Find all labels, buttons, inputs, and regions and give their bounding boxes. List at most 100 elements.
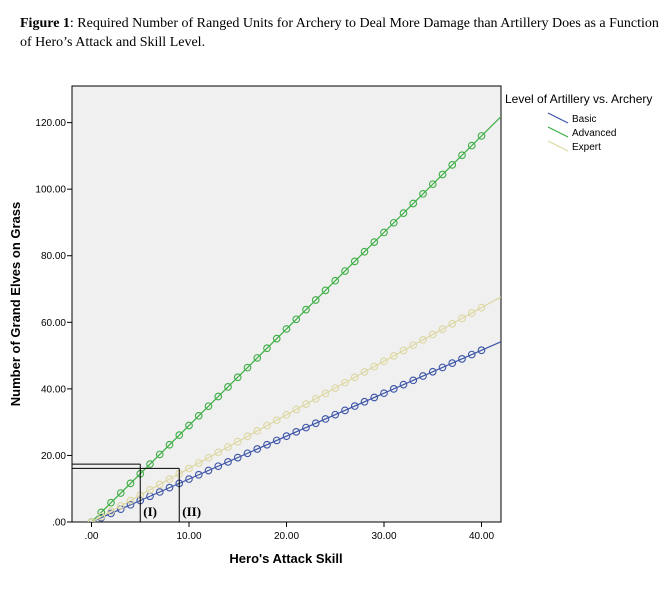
data-point-basic	[360, 397, 369, 406]
data-point-expert	[292, 405, 301, 414]
data-point-expert	[97, 512, 106, 521]
y-tick-label: .00	[52, 518, 66, 529]
data-point-expert	[419, 335, 427, 344]
data-point-expert	[311, 394, 320, 403]
data-point-expert	[321, 389, 330, 398]
data-point-expert	[467, 309, 476, 317]
data-point-expert	[243, 432, 252, 441]
data-point-expert	[233, 437, 242, 446]
data-point-expert	[107, 507, 115, 516]
data-point-advanced	[97, 508, 106, 517]
data-point-advanced	[224, 383, 232, 391]
data-point-advanced	[292, 315, 301, 324]
data-point-expert	[282, 410, 291, 419]
legend-swatch-expert	[547, 140, 569, 152]
data-point-advanced	[185, 421, 193, 430]
data-point-advanced	[389, 218, 398, 227]
data-point-advanced	[467, 141, 476, 150]
y-tick-label: 120.00	[35, 118, 66, 129]
data-point-expert	[263, 421, 271, 430]
data-point-advanced	[155, 450, 164, 459]
data-point-expert	[302, 400, 310, 408]
figure-label: Figure 1	[20, 16, 70, 31]
data-point-expert	[214, 448, 223, 457]
data-point-advanced	[272, 334, 281, 343]
data-point-advanced	[399, 209, 408, 217]
x-tick-label: 40.00	[469, 531, 494, 542]
data-point-expert	[331, 384, 340, 392]
data-point-advanced	[194, 411, 203, 420]
data-point-expert	[477, 303, 486, 312]
data-point-expert	[204, 453, 213, 462]
x-tick-label: 10.00	[176, 531, 201, 542]
data-point-advanced	[116, 489, 125, 497]
figure-caption: Figure 1: Required Number of Ranged Unit…	[20, 14, 660, 52]
data-point-advanced	[126, 479, 135, 488]
data-point-expert	[399, 346, 408, 355]
legend: Basic Advanced Expert	[547, 112, 616, 153]
data-point-advanced	[107, 498, 115, 507]
data-point-advanced	[350, 257, 359, 266]
data-point-expert	[360, 368, 369, 376]
data-point-expert	[380, 357, 388, 366]
data-point-advanced	[409, 199, 418, 208]
y-tick-label: 80.00	[41, 251, 66, 262]
x-tick-label: 30.00	[371, 531, 396, 542]
data-point-advanced	[321, 286, 330, 295]
data-point-advanced	[419, 189, 427, 198]
data-point-expert	[428, 330, 437, 339]
y-axis-title: Number of Grand Elves on Grass	[8, 202, 23, 406]
data-point-advanced	[458, 151, 466, 160]
data-point-basic	[311, 419, 320, 428]
data-point-advanced	[370, 238, 379, 246]
data-point-expert	[350, 373, 359, 382]
data-point-advanced	[302, 305, 310, 314]
data-point-advanced	[311, 296, 320, 304]
data-point-advanced	[477, 132, 486, 140]
data-point-expert	[185, 464, 193, 473]
data-point-expert	[370, 362, 379, 371]
data-point-advanced	[282, 325, 291, 333]
data-point-basic	[282, 432, 291, 440]
data-point-basic	[448, 359, 457, 367]
data-point-expert	[409, 341, 418, 350]
data-point-expert	[224, 443, 232, 451]
data-point-basic	[380, 389, 388, 398]
data-point-advanced	[380, 228, 388, 237]
data-point-basic	[419, 372, 427, 380]
data-point-advanced	[146, 460, 154, 468]
data-point-basic	[409, 376, 418, 385]
data-point-expert	[272, 416, 281, 425]
data-point-expert	[438, 325, 447, 333]
data-point-advanced	[438, 170, 447, 179]
data-point-basic	[233, 453, 242, 462]
legend-swatch-basic	[547, 112, 569, 124]
data-point-expert	[146, 485, 154, 494]
data-point-basic	[341, 406, 349, 415]
data-point-basic	[302, 423, 310, 432]
data-point-expert	[116, 502, 125, 510]
y-tick-label: 20.00	[41, 451, 66, 462]
data-point-advanced	[448, 161, 457, 169]
data-point-expert	[458, 314, 466, 323]
legend-label-advanced: Advanced	[572, 128, 616, 139]
data-point-basic	[428, 367, 437, 376]
data-point-basic	[185, 475, 193, 483]
data-point-basic	[389, 385, 398, 393]
y-tick-label: 60.00	[41, 318, 66, 329]
data-point-expert	[165, 475, 174, 483]
x-tick-label: 20.00	[274, 531, 299, 542]
x-tick-label: .00	[85, 531, 99, 542]
data-point-basic	[204, 466, 213, 475]
data-point-advanced	[214, 392, 223, 401]
plot-area	[71, 85, 502, 523]
legend-label-basic: Basic	[572, 114, 596, 125]
data-point-basic	[331, 410, 340, 419]
data-point-advanced	[165, 440, 174, 449]
data-point-basic	[224, 458, 232, 466]
data-point-advanced	[428, 180, 437, 189]
data-point-basic	[438, 363, 447, 372]
data-point-advanced	[243, 363, 252, 372]
y-tick-label: 100.00	[35, 185, 66, 196]
